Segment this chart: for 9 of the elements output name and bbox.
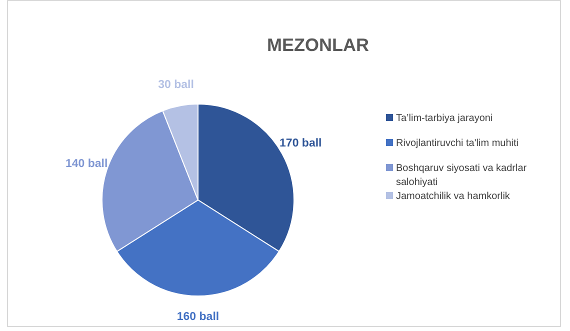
data-label: 160 ball <box>176 311 220 324</box>
data-label: 30 ball <box>158 78 194 91</box>
legend-label: Boshqaruv siyosati va kadrlar salohiyati <box>396 162 528 188</box>
data-label: 170 ball <box>280 138 322 150</box>
legend-label: Ta’lim-tarbiya jarayoni <box>396 112 493 124</box>
legend-label: Jamoatchilik va hamkorlik <box>396 190 511 202</box>
data-label: 140 ball <box>66 158 108 170</box>
legend-label: Rivojlantiruvchi ta'lim muhiti <box>396 138 518 149</box>
chart-title: MEZONLAR <box>267 35 369 55</box>
